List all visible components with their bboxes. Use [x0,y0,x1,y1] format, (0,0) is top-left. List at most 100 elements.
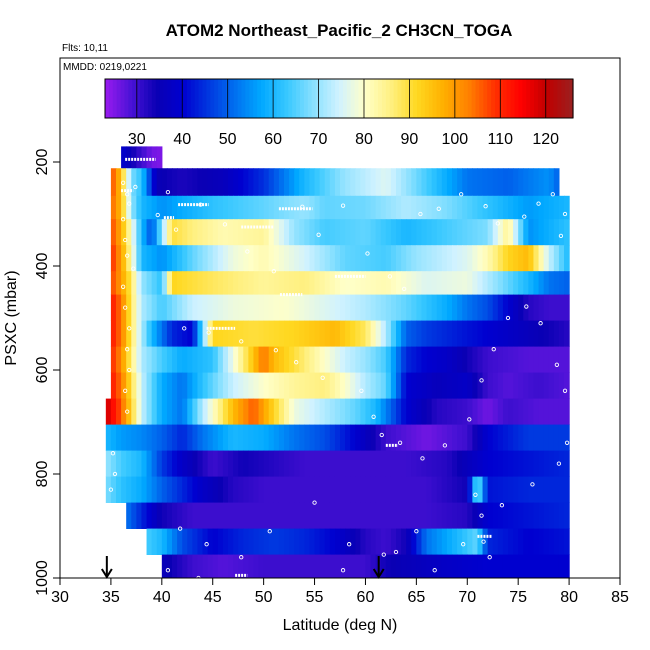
heatmap-cell [238,245,244,272]
heatmap-cell [268,346,275,373]
heatmap-cell [268,476,275,503]
heatmap-cell [202,195,209,220]
heatmap-cell [263,424,270,451]
heatmap-cell [538,245,545,272]
heatmap-cell [299,372,305,399]
heatmap-cell [385,398,392,425]
heatmap-cell [401,528,407,555]
sample-point [556,461,562,466]
heatmap-cell [116,271,122,295]
heatmap-cell [202,168,209,197]
sample-point [432,568,437,573]
heatmap-cell [217,450,224,477]
heatmap-cell [452,271,458,295]
heatmap-cell [151,146,158,169]
heatmap-cell [289,346,295,373]
heatmap-cell [284,528,290,555]
heatmap-cell [355,168,361,197]
heatmap-cell [294,502,300,529]
heatmap-cell [263,219,270,246]
heatmap-cell [263,245,270,272]
heatmap-cell [278,168,285,197]
heatmap-cell [345,372,351,399]
heatmap-cell [278,502,285,529]
sample-point [414,529,419,534]
heatmap-cell [502,346,509,373]
heatmap-cell [146,476,153,503]
heatmap-cell [528,450,535,477]
heatmap-cell [406,476,412,503]
heatmap-cell [222,528,229,555]
colorbar-segment [303,79,309,118]
heatmap-cell [380,219,387,246]
heatmap-cell [278,195,285,220]
heatmap-cell [513,372,519,399]
heatmap-cell [477,294,484,321]
heatmap-cell [273,294,280,321]
heatmap-cell [222,398,229,425]
sample-point [436,206,441,211]
heatmap-cell [457,219,463,246]
heatmap-cell [202,294,209,321]
y-tick-label: 400 [34,253,51,280]
heatmap-cell [365,219,372,246]
y-tick-label: 800 [34,461,51,488]
heatmap-cell [105,476,112,503]
heatmap-cell [360,372,367,399]
heatmap-cell [136,195,143,220]
heatmap-cell [319,502,326,529]
heatmap-cell [314,294,321,321]
heatmap-cell [518,476,524,503]
heatmap-cell [360,476,367,503]
heatmap-cell [396,168,402,197]
heatmap-cell [197,554,204,578]
heatmap-cell [233,219,239,246]
heatmap-cell [278,346,285,373]
heatmap-cell [508,271,514,295]
heatmap-cell [329,245,336,272]
heatmap-cell [182,195,188,220]
heatmap-cell [146,320,153,347]
sample-point [312,500,317,505]
heatmap-cell [161,528,168,555]
heatmap-cell [477,320,484,347]
heatmap-cell [558,424,565,451]
heatmap-cell [548,195,555,220]
heatmap-cell [304,502,311,529]
heatmap-cell [284,271,290,295]
heatmap-cell [197,346,204,373]
heatmap-cell [523,398,529,425]
heatmap-cell [345,554,351,578]
heatmap-cell [217,424,224,451]
heatmap-cell [151,450,158,477]
heatmap-cell [238,320,244,347]
heatmap-cell [233,424,239,451]
heatmap-cell [513,346,519,373]
heatmap-cell [385,476,392,503]
heatmap-cell [289,271,295,295]
heatmap-cell [243,398,249,425]
heatmap-cell [533,476,540,503]
heatmap-cell [477,168,484,197]
heatmap-cell [523,168,529,197]
heatmap-cell [116,424,122,451]
heatmap-cell [467,450,473,477]
heatmap-cell [472,528,479,555]
heatmap-cell [492,502,499,529]
heatmap-cell [248,528,255,555]
heatmap-cell [299,398,305,425]
heatmap-cell [564,502,570,529]
heatmap-cell [238,168,244,197]
heatmap-cell [518,271,524,295]
heatmap-cell [110,346,117,373]
heatmap-cell [289,398,295,425]
heatmap-cell [319,271,326,295]
heatmap-cell [126,502,132,529]
heatmap-cell [533,502,540,529]
heatmap-cell [309,271,316,295]
sample-point [479,513,484,518]
heatmap-cell [380,320,387,347]
heatmap-cell [263,528,270,555]
heatmap-cell [222,294,229,321]
heatmap-cell [431,245,438,272]
